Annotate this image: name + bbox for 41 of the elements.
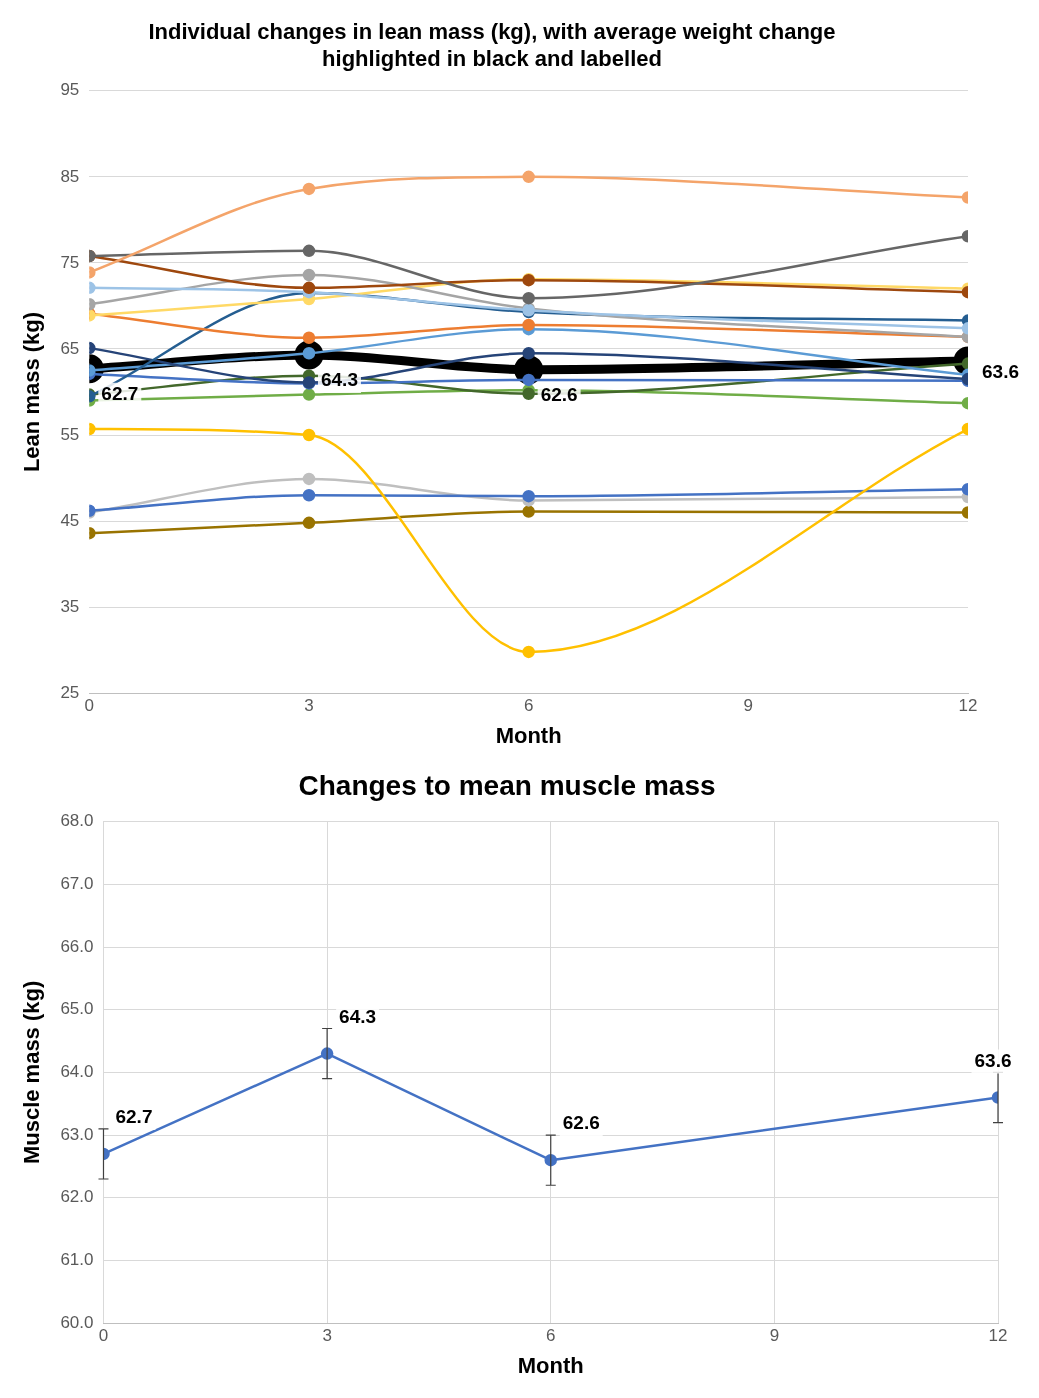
data-label: 62.6 <box>540 383 578 405</box>
data-label: 63.6 <box>982 361 1019 383</box>
y-tick-label: 66.0 <box>60 936 94 956</box>
data-label: 64.3 <box>339 1005 377 1027</box>
y-tick-label: 25 <box>60 682 80 702</box>
data-label: 62.7 <box>115 1106 153 1128</box>
y-tick-label: 55 <box>60 424 80 444</box>
chart-title: Changes to mean muscle mass <box>298 769 716 801</box>
data-label: 63.6 <box>974 1049 1012 1071</box>
data-label: 62.7 <box>101 383 139 404</box>
x-tick-label: 0 <box>98 1326 109 1346</box>
y-tick-label: 64.0 <box>60 1062 94 1082</box>
y-tick-label: 65.0 <box>60 999 94 1019</box>
y-tick-label: 75 <box>60 252 80 272</box>
data-label: 64.3 <box>320 369 358 391</box>
chart-title: Individual changes in lean mass (kg), with average weight change highlighted in black and labelled <box>148 19 836 71</box>
y-tick-label: 35 <box>60 596 80 616</box>
y-tick-label: 85 <box>60 166 80 186</box>
x-tick-label: 12 <box>958 696 978 716</box>
y-tick-label: 95 <box>60 80 80 100</box>
y-axis-title: Muscle mass (kg) <box>19 980 45 1165</box>
y-tick-label: 67.0 <box>60 873 94 893</box>
x-tick-label: 9 <box>743 696 754 716</box>
x-tick-label: 3 <box>322 1326 332 1346</box>
y-tick-label: 68.0 <box>60 811 94 831</box>
data-label: 62.6 <box>562 1112 600 1134</box>
x-tick-label: 6 <box>546 1326 556 1346</box>
y-tick-label: 61.0 <box>60 1250 94 1270</box>
x-tick-label: 3 <box>304 696 314 716</box>
y-tick-label: 63.0 <box>60 1124 94 1144</box>
y-axis-title: Lean mass (kg) <box>19 311 45 473</box>
y-tick-label: 45 <box>60 510 80 530</box>
y-tick-label: 60.0 <box>60 1312 94 1332</box>
y-tick-label: 62.0 <box>60 1187 94 1207</box>
x-tick-label: 12 <box>988 1326 1008 1346</box>
x-axis-title: Month <box>517 1352 584 1378</box>
y-tick-label: 65 <box>60 338 80 358</box>
x-tick-label: 9 <box>769 1326 780 1346</box>
x-tick-label: 6 <box>523 696 534 716</box>
x-axis-title: Month <box>495 722 562 748</box>
x-tick-label: 0 <box>84 696 95 716</box>
